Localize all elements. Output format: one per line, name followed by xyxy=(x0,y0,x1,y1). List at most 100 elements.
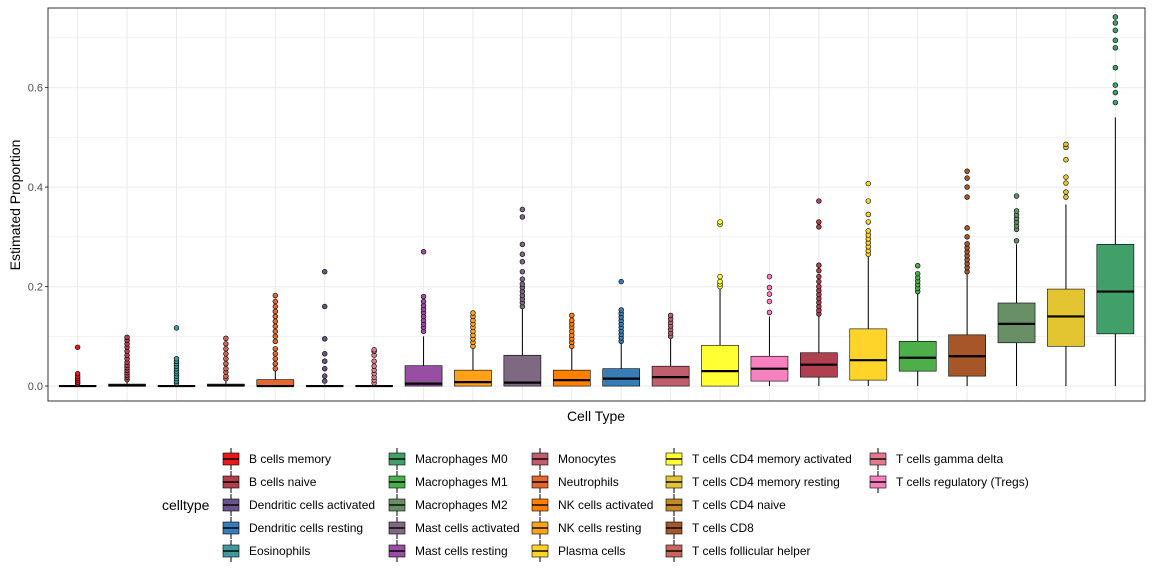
outlier-point xyxy=(766,309,773,316)
legend-label: Monocytes xyxy=(558,452,616,466)
outlier-point xyxy=(272,360,279,367)
outlier-point xyxy=(272,292,279,299)
outlier-point xyxy=(223,346,229,352)
legend-label: Dendritic cells resting xyxy=(249,521,363,535)
box-t-cells-cd8 xyxy=(948,168,986,387)
outlier-point xyxy=(717,278,723,285)
outlier-point xyxy=(1013,208,1020,214)
legend-label: Dendritic cells activated xyxy=(249,498,375,512)
outlier-point xyxy=(74,344,81,350)
legend-label: Macrophages M1 xyxy=(415,475,508,489)
outlier-point xyxy=(1112,99,1119,106)
box-mast-cells-activated xyxy=(503,206,542,387)
outlier-point xyxy=(865,180,871,187)
outlier-point xyxy=(618,278,624,285)
legend-label: T cells CD4 memory activated xyxy=(692,452,852,466)
outlier-point xyxy=(816,219,822,225)
legend-label: T cells CD4 naive xyxy=(692,498,786,512)
outlier-point xyxy=(1063,141,1069,148)
outlier-point xyxy=(618,307,624,313)
legend-label: Macrophages M2 xyxy=(415,498,508,512)
legend-item-t-cells-follicular-helper: T cells follicular helper xyxy=(665,540,811,562)
outlier-point xyxy=(371,358,377,364)
box-t-cells-cd4-memory-activated xyxy=(701,219,739,387)
outlier-point xyxy=(519,206,526,213)
outlier-point xyxy=(717,219,723,225)
box-b-cells-memory xyxy=(58,344,97,388)
box-neutrophils xyxy=(256,292,295,388)
outlier-point xyxy=(420,298,427,305)
outlier-point xyxy=(569,317,575,324)
outlier-point xyxy=(322,358,328,364)
legend-label: T cells CD4 memory resting xyxy=(692,475,840,489)
outlier-point xyxy=(371,347,377,353)
y-tick-label: 0.4 xyxy=(28,182,43,194)
outlier-point xyxy=(519,241,526,247)
outlier-point xyxy=(766,284,773,291)
y-tick-label: 0.2 xyxy=(28,282,43,294)
legend-item-nk-cells-activated: NK cells activated xyxy=(531,494,653,516)
box-body xyxy=(602,368,641,387)
legend-label: Macrophages M0 xyxy=(415,452,508,466)
outlier-point xyxy=(272,308,279,315)
outlier-point xyxy=(964,194,970,200)
legend-label: T cells regulatory (Tregs) xyxy=(896,475,1029,489)
outlier-point xyxy=(667,312,674,319)
box-series xyxy=(58,14,1135,388)
box-body xyxy=(1096,243,1135,335)
outlier-point xyxy=(124,334,130,341)
legend-item-b-cells-naive: B cells naive xyxy=(222,471,317,493)
outlier-point xyxy=(272,298,279,305)
outlier-point xyxy=(1112,45,1119,51)
outlier-point xyxy=(223,365,229,372)
outlier-point xyxy=(914,262,921,269)
outlier-point xyxy=(272,328,279,335)
outlier-point xyxy=(1063,189,1069,195)
legend-item-t-cells-cd8: T cells CD8 xyxy=(665,517,754,539)
legend-item-t-cells-cd4-memory-resting: T cells CD4 memory resting xyxy=(665,471,840,493)
box-nk-cells-activated xyxy=(552,312,591,387)
outlier-point xyxy=(1112,37,1119,44)
outlier-point xyxy=(223,356,229,362)
outlier-point xyxy=(322,365,328,372)
legend-title: celltype xyxy=(162,497,210,513)
legend-label: B cells naive xyxy=(249,475,317,489)
legend-label: NK cells activated xyxy=(558,498,653,512)
outlier-point xyxy=(223,335,229,342)
legend-label: B cells memory xyxy=(249,452,331,466)
outlier-point xyxy=(964,234,970,240)
outlier-point xyxy=(74,370,81,377)
box-t-cells-follicular-helper xyxy=(207,335,245,387)
outlier-point xyxy=(766,291,773,297)
outlier-point xyxy=(1112,20,1119,26)
outlier-point xyxy=(865,211,871,218)
outlier-point xyxy=(519,251,526,257)
box-b-cells-naive xyxy=(108,334,146,387)
outlier-point xyxy=(173,356,180,362)
outlier-point xyxy=(519,281,526,287)
legend-item-macrophages-m0: Macrophages M0 xyxy=(388,448,508,470)
outlier-point xyxy=(272,313,279,320)
outlier-point xyxy=(223,360,229,367)
legend-item-eosinophils: Eosinophils xyxy=(222,540,310,562)
legend-label: Eosinophils xyxy=(249,544,310,558)
legend-item-neutrophils: Neutrophils xyxy=(531,471,619,493)
box-t-cells-gamma-delta xyxy=(355,347,393,388)
outlier-point xyxy=(272,346,279,352)
y-axis: 0.0 0.2 0.4 0.6 xyxy=(28,83,48,393)
outlier-point xyxy=(371,363,377,369)
box-body xyxy=(898,341,937,372)
box-plasma-cells xyxy=(849,180,888,387)
legend-item-dendritic-cells-resting: Dendritic cells resting xyxy=(222,517,363,539)
box-dendritic-cells-resting xyxy=(602,278,641,387)
legend-item-mast-cells-activated: Mast cells activated xyxy=(388,517,520,539)
box-macrophages-m0 xyxy=(1096,14,1135,387)
box-macrophages-m1 xyxy=(898,262,937,387)
x-axis-title: Cell Type xyxy=(567,408,625,424)
y-tick-label: 0.0 xyxy=(28,381,43,393)
outlier-point xyxy=(1112,89,1119,96)
outlier-point xyxy=(964,241,970,247)
legend-label: T cells follicular helper xyxy=(692,544,811,558)
